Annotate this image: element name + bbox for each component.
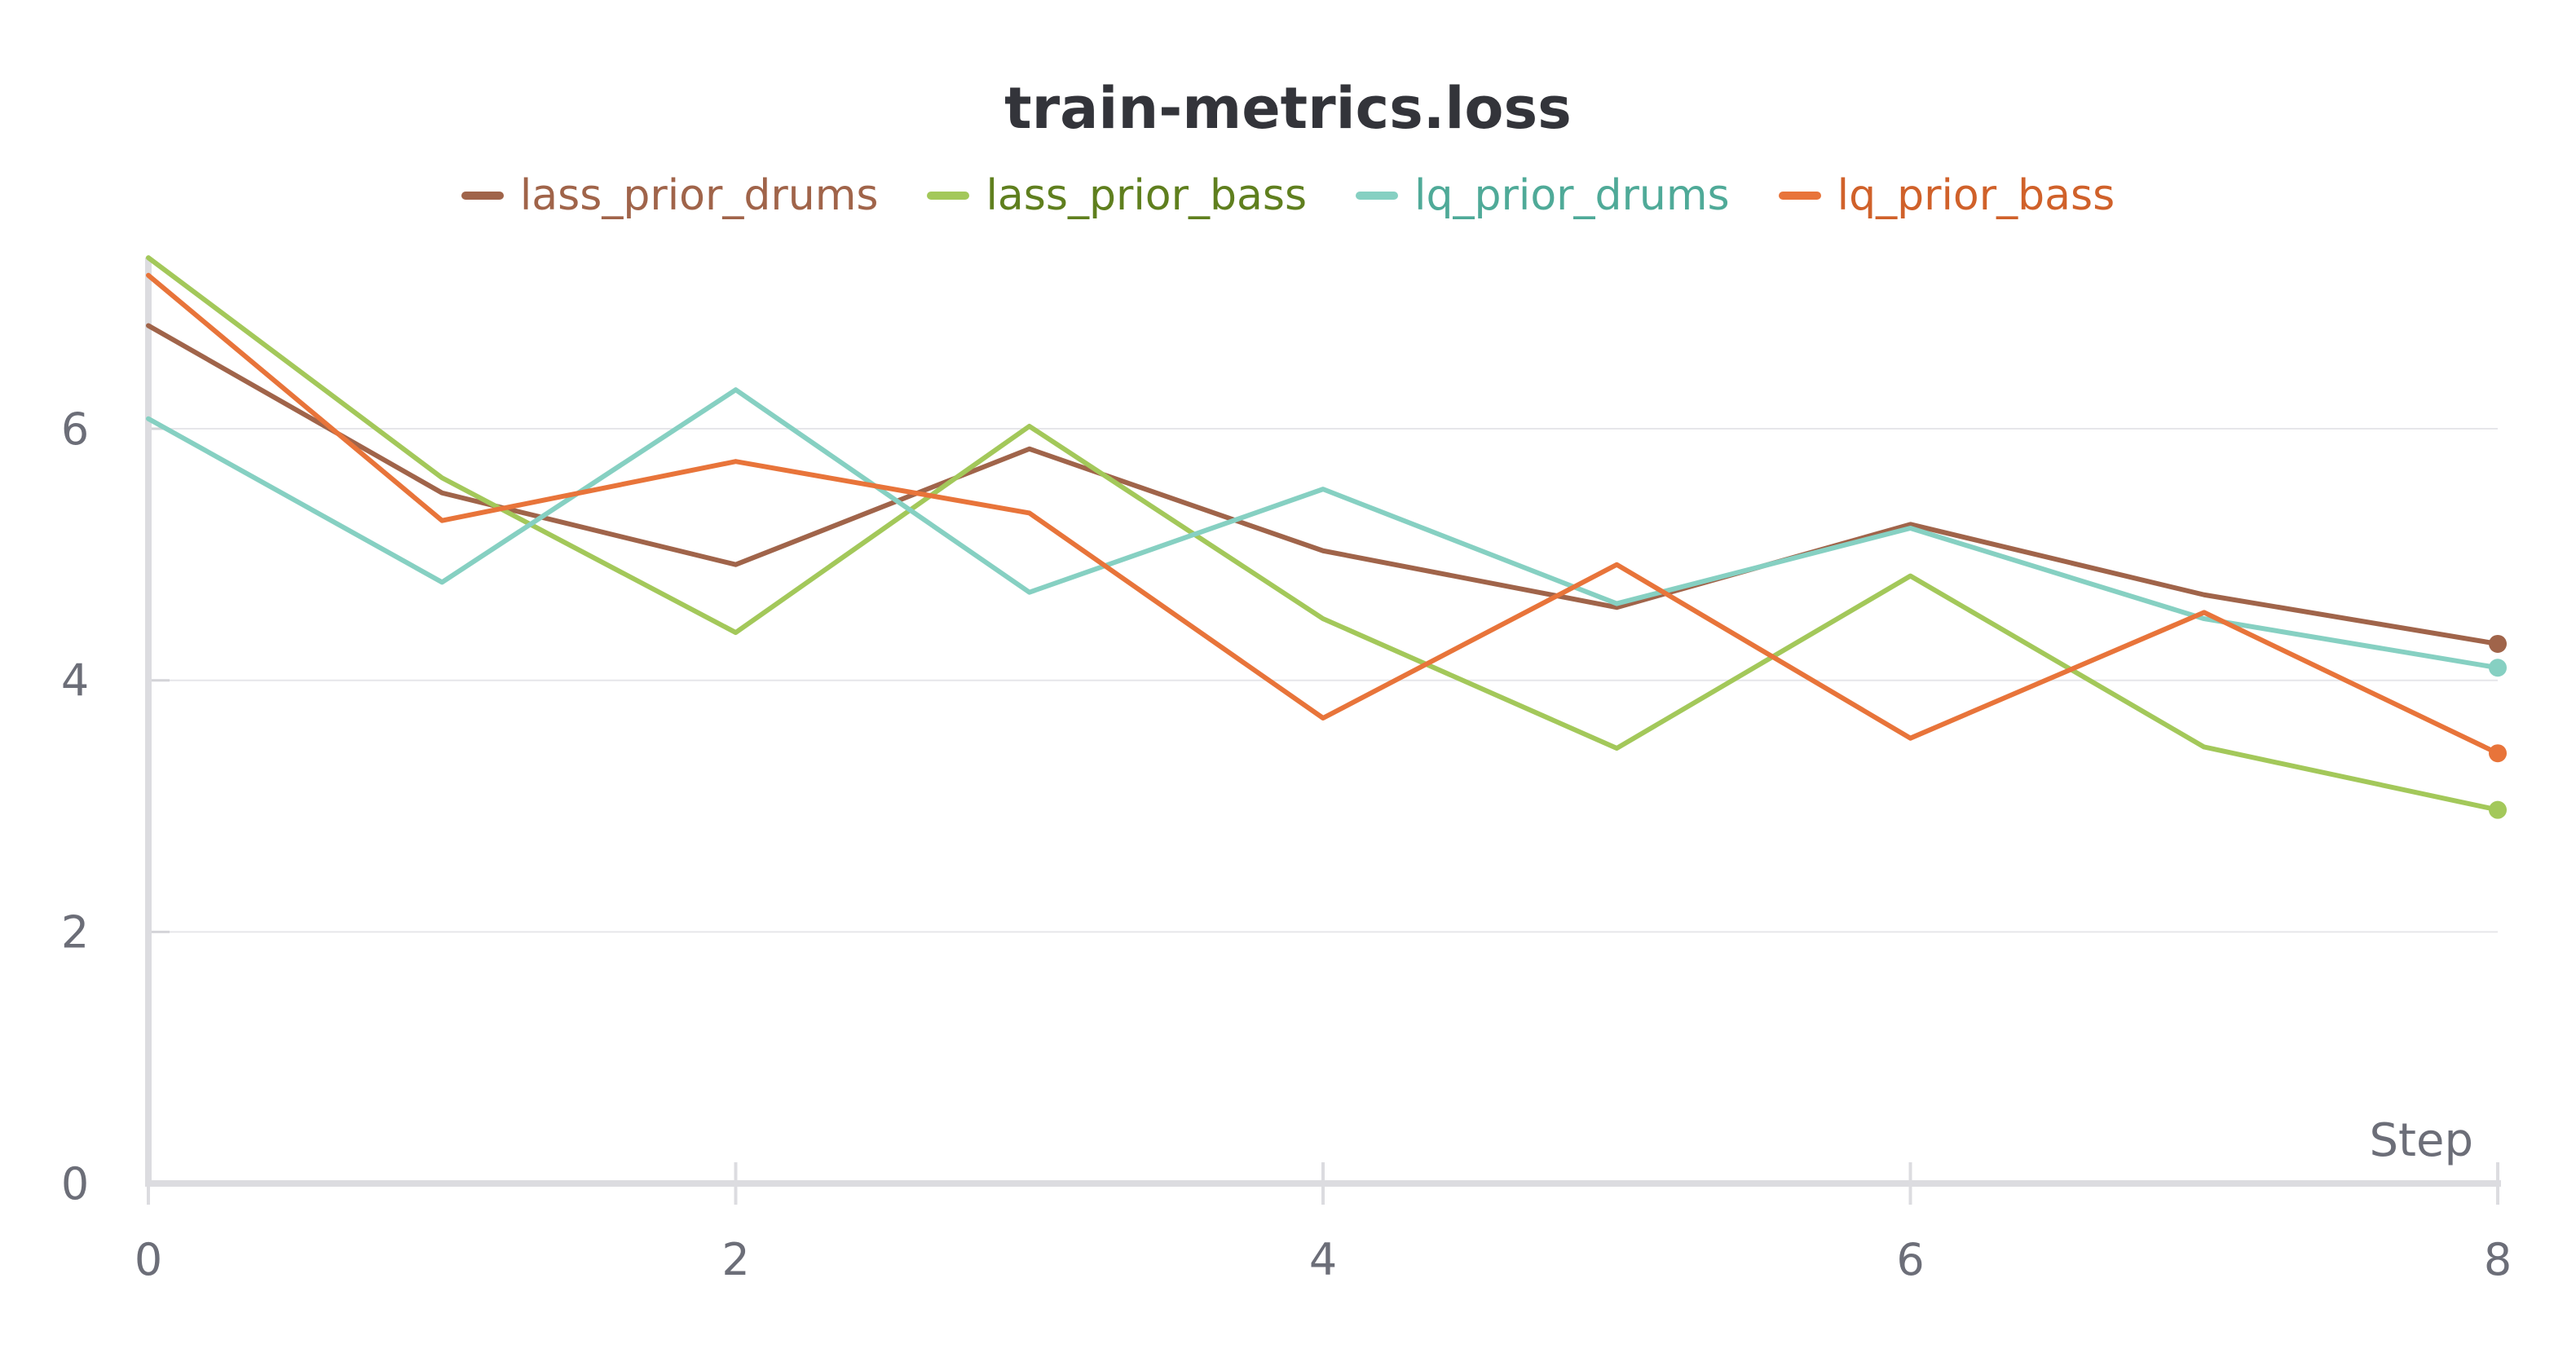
legend-label: lq_prior_bass (1837, 171, 2115, 220)
x-axis-title: Step (2369, 1114, 2473, 1167)
series-end-point (2489, 800, 2507, 819)
legend-label: lq_prior_drums (1414, 171, 1730, 220)
legend-label: lass_prior_bass (986, 171, 1308, 220)
series-end-point (2489, 659, 2507, 677)
x-tick-label: 4 (1309, 1234, 1337, 1285)
y-tick-label: 4 (61, 655, 89, 707)
chart-title: train-metrics.loss (1004, 75, 1572, 142)
x-tick-label: 2 (721, 1234, 749, 1285)
series-line-lq-prior-bass (146, 272, 2500, 756)
y-tick-label: 2 (61, 906, 89, 958)
legend-item-lq-prior-drums[interactable]: lq_prior_drums (1356, 171, 1730, 220)
legend-item-lq-prior-bass[interactable]: lq_prior_bass (1778, 171, 2115, 220)
x-tick-label: 6 (1896, 1234, 1924, 1285)
series-end-point (2489, 634, 2507, 653)
y-tick-label: 0 (61, 1158, 89, 1210)
series-line-lass-prior-bass (146, 255, 2500, 813)
legend-item-lass-prior-bass[interactable]: lass_prior_bass (927, 171, 1307, 220)
legend-swatch (1356, 192, 1399, 200)
legend-swatch (1778, 192, 1821, 200)
legend-label: lass_prior_drums (519, 171, 879, 220)
legend-swatch (927, 192, 970, 200)
x-tick-label: 0 (135, 1234, 162, 1285)
series-line-lq-prior-drums (146, 387, 2500, 671)
legend-item-lass-prior-drums[interactable]: lass_prior_drums (461, 171, 879, 220)
series-line-lass-prior-drums (146, 323, 2500, 646)
x-tick-label: 8 (2484, 1234, 2512, 1285)
series-end-point (2489, 744, 2507, 763)
y-tick-label: 6 (61, 403, 89, 455)
legend-swatch (461, 192, 504, 200)
legend: lass_prior_drums lass_prior_bass lq_prio… (0, 171, 2576, 220)
